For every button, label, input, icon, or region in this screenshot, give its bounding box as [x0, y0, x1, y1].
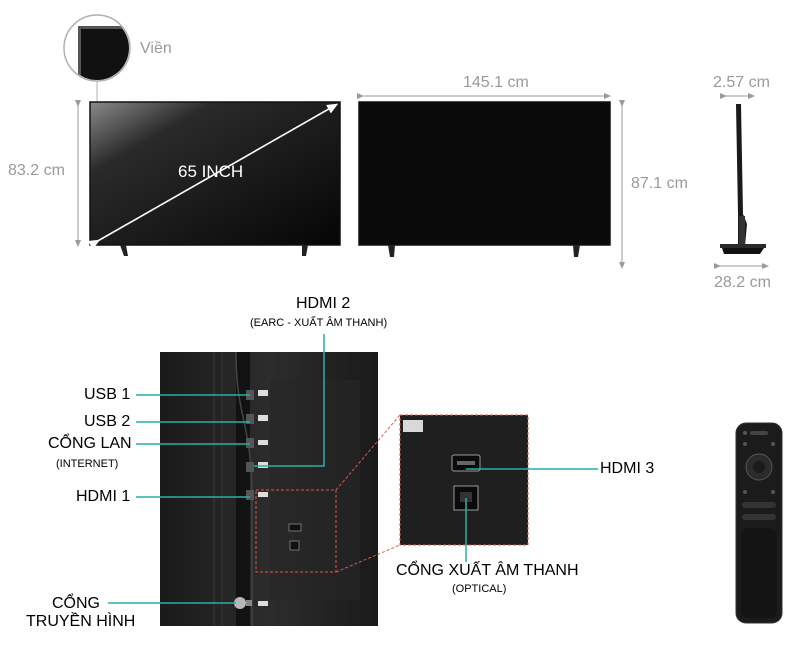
optical-sub-label: (OPTICAL)	[452, 583, 507, 595]
hdmi2-sub-label: (EARC - XUẤT ÂM THANH)	[250, 317, 388, 329]
tv-side-icon	[720, 104, 766, 254]
zoom-inset	[399, 414, 529, 546]
tv-front-icon	[88, 101, 341, 256]
usb2-label: USB 2	[84, 413, 131, 430]
lan-sub-label: (INTERNET)	[56, 458, 119, 470]
callout-lines	[108, 334, 598, 604]
remote-icon	[735, 422, 783, 624]
antenna-label-line2: TRUYỀN HÌNH	[26, 613, 136, 630]
height-label: 83.2 cm	[8, 162, 65, 179]
optical-label: CỔNG XUẤT ÂM THANH	[396, 562, 579, 579]
stand-depth-label: 28.2 cm	[714, 274, 771, 291]
antenna-label-line1: CỔNG	[52, 595, 100, 612]
hdmi1-label: HDMI 1	[76, 488, 131, 505]
usb1-label: USB 1	[84, 386, 131, 403]
lan-label: CỔNG LAN	[48, 435, 132, 452]
hdmi3-label: HDMI 3	[600, 460, 655, 477]
screen-size-label: 65 INCH	[178, 162, 244, 181]
depth-label: 2.57 cm	[713, 74, 770, 91]
width-label: 145.1 cm	[463, 74, 529, 91]
bezel-zoom-icon	[63, 14, 131, 101]
hdmi2-label: HDMI 2	[296, 295, 351, 312]
tv-back-icon	[358, 101, 611, 257]
height-stand-label: 87.1 cm	[631, 175, 688, 192]
zoom-region	[255, 489, 337, 573]
back-panel-photo	[160, 351, 378, 626]
bezel-label: Viền	[140, 40, 172, 57]
